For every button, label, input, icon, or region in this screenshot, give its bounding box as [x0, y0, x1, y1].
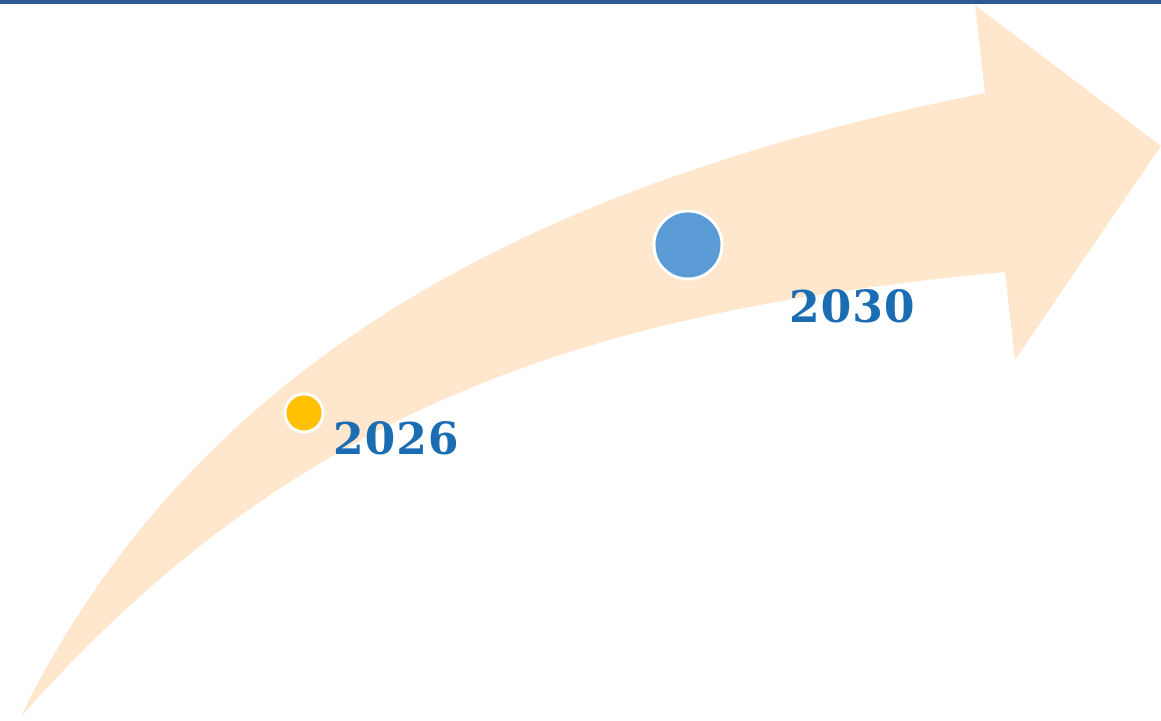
marker-2030 [652, 209, 724, 281]
top-rule [0, 0, 1161, 4]
curved-arrow [20, 5, 1161, 718]
year-label-2026: 2026 [333, 414, 460, 465]
year-label-2030: 2030 [789, 282, 916, 333]
marker-2026 [283, 392, 325, 434]
